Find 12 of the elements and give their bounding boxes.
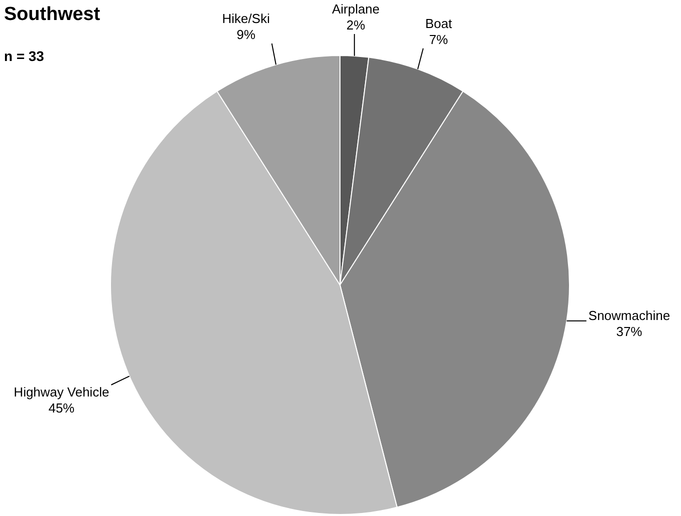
- slice-label: Snowmachine: [588, 308, 670, 323]
- data-label: 9%: [236, 27, 256, 42]
- chart-title: Southwest: [4, 4, 100, 26]
- slice-label: Highway Vehicle: [14, 384, 110, 400]
- data-label: 45%: [48, 400, 75, 416]
- slice-label: Hike/Ski: [222, 11, 270, 26]
- data-label: 2%: [346, 18, 366, 33]
- data-label: 37%: [616, 324, 643, 339]
- data-label: 7%: [429, 32, 448, 47]
- slice-label: Airplane: [332, 2, 380, 17]
- slice-label: Boat: [425, 16, 452, 31]
- text: n = 33: [4, 48, 44, 64]
